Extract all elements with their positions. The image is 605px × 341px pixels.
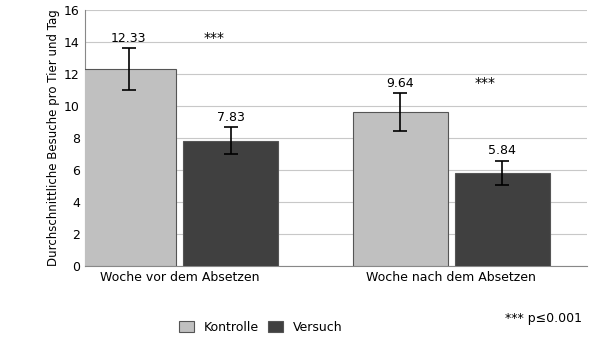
Legend: Kontrolle, Versuch: Kontrolle, Versuch [176, 318, 345, 336]
Text: 7.83: 7.83 [217, 111, 244, 124]
Bar [81, 69, 176, 266]
Text: ***: *** [475, 75, 496, 90]
Bar [353, 112, 448, 266]
Text: 12.33: 12.33 [111, 32, 146, 45]
Text: 5.84: 5.84 [488, 145, 516, 158]
Bar [454, 173, 549, 266]
Text: ***: *** [203, 31, 224, 45]
Text: *** p≤0.001: *** p≤0.001 [505, 312, 582, 325]
Y-axis label: Durchschnittliche Besuche pro Tier und Tag: Durchschnittliche Besuche pro Tier und T… [47, 10, 60, 266]
Bar [183, 141, 278, 266]
Text: 9.64: 9.64 [387, 76, 414, 90]
